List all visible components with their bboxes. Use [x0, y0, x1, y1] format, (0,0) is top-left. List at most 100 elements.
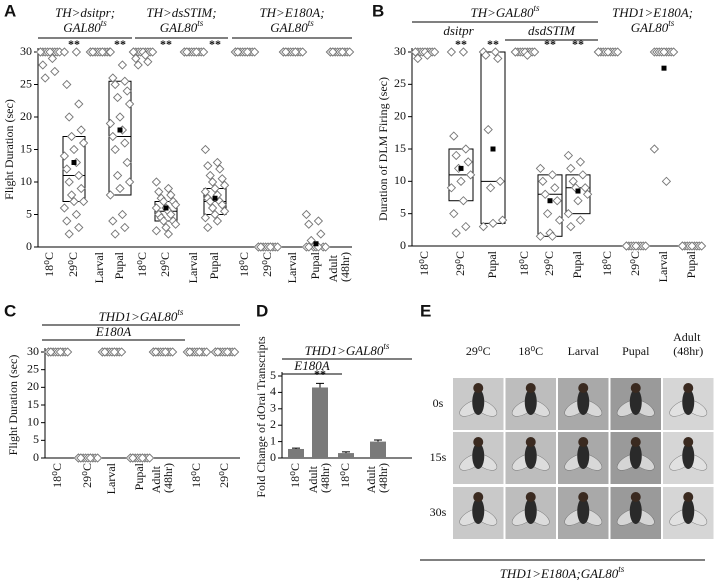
bar: [312, 387, 328, 458]
data-point: [166, 190, 176, 200]
data-point: [210, 183, 220, 194]
x-tick-label: Adult (48hr): [306, 463, 332, 493]
photo-caption: THD1>E180A;GAL80ts: [500, 564, 625, 581]
fly-body: [524, 443, 537, 469]
data-point: [566, 221, 576, 232]
fly-body: [682, 498, 695, 524]
data-point: [529, 47, 540, 57]
group-header-text: GAL80: [631, 20, 669, 35]
x-tick-label-line: (48hr): [318, 463, 332, 493]
data-point: [222, 347, 233, 357]
data-point: [449, 209, 459, 219]
data-point: [568, 176, 578, 186]
data-point: [151, 347, 161, 357]
data-point: [458, 196, 469, 206]
fly-head: [578, 437, 589, 447]
x-tick-label: 18⁰C: [237, 252, 251, 277]
data-point: [522, 50, 533, 60]
y-tick-label: 20: [20, 109, 32, 123]
data-point: [120, 138, 130, 148]
y-tick-label: 10: [27, 414, 39, 428]
data-point: [64, 112, 74, 122]
error-bar: [374, 439, 382, 442]
x-tick-label: Pupal: [112, 251, 126, 279]
data-point: [256, 242, 266, 252]
x-tick-label: 18⁰C: [517, 251, 531, 276]
data-point: [74, 99, 84, 109]
error-bar: [292, 447, 300, 449]
column-label: 18⁰C: [518, 344, 543, 358]
data-point: [446, 183, 457, 193]
x-tick-label: Adult (48hr): [326, 252, 352, 282]
data-point: [535, 231, 546, 241]
data-point: [66, 131, 77, 142]
data-point: [105, 118, 116, 129]
data-point: [131, 53, 141, 64]
data-point: [140, 50, 151, 60]
data-point: [207, 177, 218, 187]
group-header: THD1>E180A;: [612, 5, 693, 20]
group-header-text: TH>GAL80: [471, 5, 534, 20]
mean: [458, 165, 464, 171]
data-point: [215, 164, 225, 174]
fly-body: [577, 443, 590, 469]
row-label: 30s: [430, 505, 447, 519]
group-header: GAL80ts: [63, 18, 107, 35]
data-point: [109, 347, 120, 357]
fly-head: [630, 383, 641, 393]
x-tick-label: Pupal: [308, 251, 322, 279]
data-point: [547, 170, 558, 180]
data-point: [112, 170, 123, 181]
data-point: [124, 177, 135, 187]
fly-body: [629, 389, 642, 415]
fly-head: [525, 383, 536, 393]
data-point: [64, 229, 74, 239]
fly-head: [473, 492, 484, 502]
bar: [338, 453, 354, 458]
panel-letter: E: [420, 301, 431, 320]
data-point: [217, 174, 227, 184]
x-tick-label: Larval: [186, 251, 200, 283]
data-point: [143, 57, 153, 67]
mean: [490, 146, 496, 152]
data-point: [451, 150, 461, 161]
group-header: TH>dsitpr;: [55, 5, 115, 20]
data-point: [62, 164, 72, 174]
data-point: [301, 209, 312, 220]
data-point: [563, 150, 574, 161]
data-point: [490, 47, 501, 57]
group-header-text: THD1>GAL80: [99, 309, 178, 324]
fly-body: [629, 443, 642, 469]
data-point: [203, 222, 213, 233]
data-point: [456, 176, 466, 186]
x-tick-label: 29⁰C: [80, 463, 94, 488]
data-point: [463, 157, 473, 167]
data-point: [429, 47, 440, 57]
data-point: [69, 144, 79, 155]
data-point: [191, 47, 202, 57]
data-point: [200, 187, 211, 197]
data-point: [233, 47, 243, 57]
data-point: [540, 189, 550, 199]
data-point: [687, 241, 697, 251]
box: [108, 80, 132, 196]
data-point: [198, 47, 209, 57]
data-point: [668, 47, 679, 57]
group-header: THD1>GAL80ts: [305, 341, 390, 358]
data-point: [92, 453, 103, 463]
group-header-sup: ts: [197, 18, 204, 28]
data-point: [115, 183, 125, 194]
data-point: [631, 241, 641, 251]
fly-head: [525, 437, 536, 447]
group-header-sup: ts: [533, 3, 540, 13]
data-point: [35, 47, 46, 57]
data-point: [217, 200, 227, 210]
group-header-text: GAL80: [270, 20, 308, 35]
data-point: [661, 176, 672, 186]
data-point: [78, 138, 89, 148]
data-point: [272, 242, 283, 252]
fly-body: [577, 498, 590, 524]
x-tick-label: 18⁰C: [50, 463, 64, 488]
y-tick-label: 30: [20, 44, 32, 58]
data-point: [566, 163, 576, 174]
